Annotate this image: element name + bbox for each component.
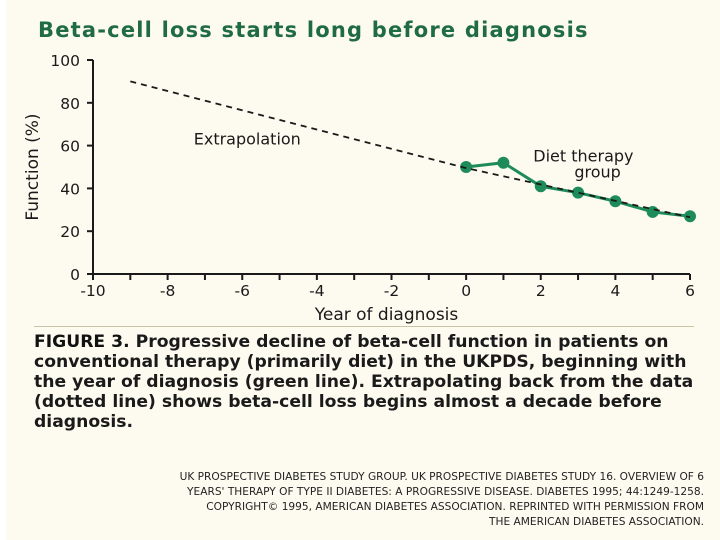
x-tick-label: -2: [384, 282, 399, 300]
x-tick-label: 6: [685, 282, 695, 300]
credit-line-2: YEARS' THERAPY OF TYPE II DIABETES: A PR…: [187, 486, 704, 498]
credit-line-1: UK PROSPECTIVE DIABETES STUDY GROUP. UK …: [179, 471, 704, 483]
figure-caption-text: Progressive decline of beta-cell functio…: [34, 332, 694, 432]
chart-annotation: Extrapolation: [194, 130, 301, 149]
x-tick-label: -4: [309, 282, 324, 300]
chart-title: Beta-cell loss starts long before diagno…: [38, 18, 589, 42]
data-point: [534, 180, 547, 193]
figure-caption: FIGURE 3. Progressive decline of beta-ce…: [34, 332, 714, 432]
x-tick-label: -10: [80, 282, 105, 300]
y-tick-label: 20: [60, 223, 80, 241]
x-tick-label: -8: [160, 282, 175, 300]
x-axis-label: Year of diagnosis: [314, 305, 459, 325]
x-tick-label: 0: [461, 282, 471, 300]
y-tick-label: 40: [60, 180, 80, 198]
extrapolation-dashed-line: [130, 80, 691, 219]
x-tick-label: -6: [235, 282, 250, 300]
credit-line-3: COPYRIGHT© 1995, AMERICAN DIABETES ASSOC…: [206, 501, 704, 513]
x-tick-label: 4: [610, 282, 620, 300]
source-credit: UK PROSPECTIVE DIABETES STUDY GROUP. UK …: [34, 470, 704, 530]
data-point: [684, 210, 696, 223]
credit-line-4: THE AMERICAN DIABETES ASSOCIATION.: [489, 516, 704, 528]
line-chart: 0 20 40 60 80 100 -10 -8 -6 -4 -2 0 2 4 6 Year of diagn…: [23, 52, 696, 325]
figure-label: FIGURE 3.: [34, 332, 130, 352]
caption-divider: [34, 326, 694, 327]
y-axis-label: Function (%): [23, 113, 43, 220]
x-tick-label: 2: [536, 282, 546, 300]
data-point: [572, 186, 585, 199]
chart-annotation: Diet therapy: [533, 147, 633, 166]
data-point: [497, 156, 510, 169]
left-border-strip: [0, 0, 6, 540]
y-tick-label: 100: [50, 52, 80, 70]
chart-annotation: group: [574, 163, 620, 182]
y-tick-label: 80: [60, 95, 80, 113]
y-tick-label: 60: [60, 138, 80, 156]
y-tick-label: 0: [70, 266, 80, 284]
